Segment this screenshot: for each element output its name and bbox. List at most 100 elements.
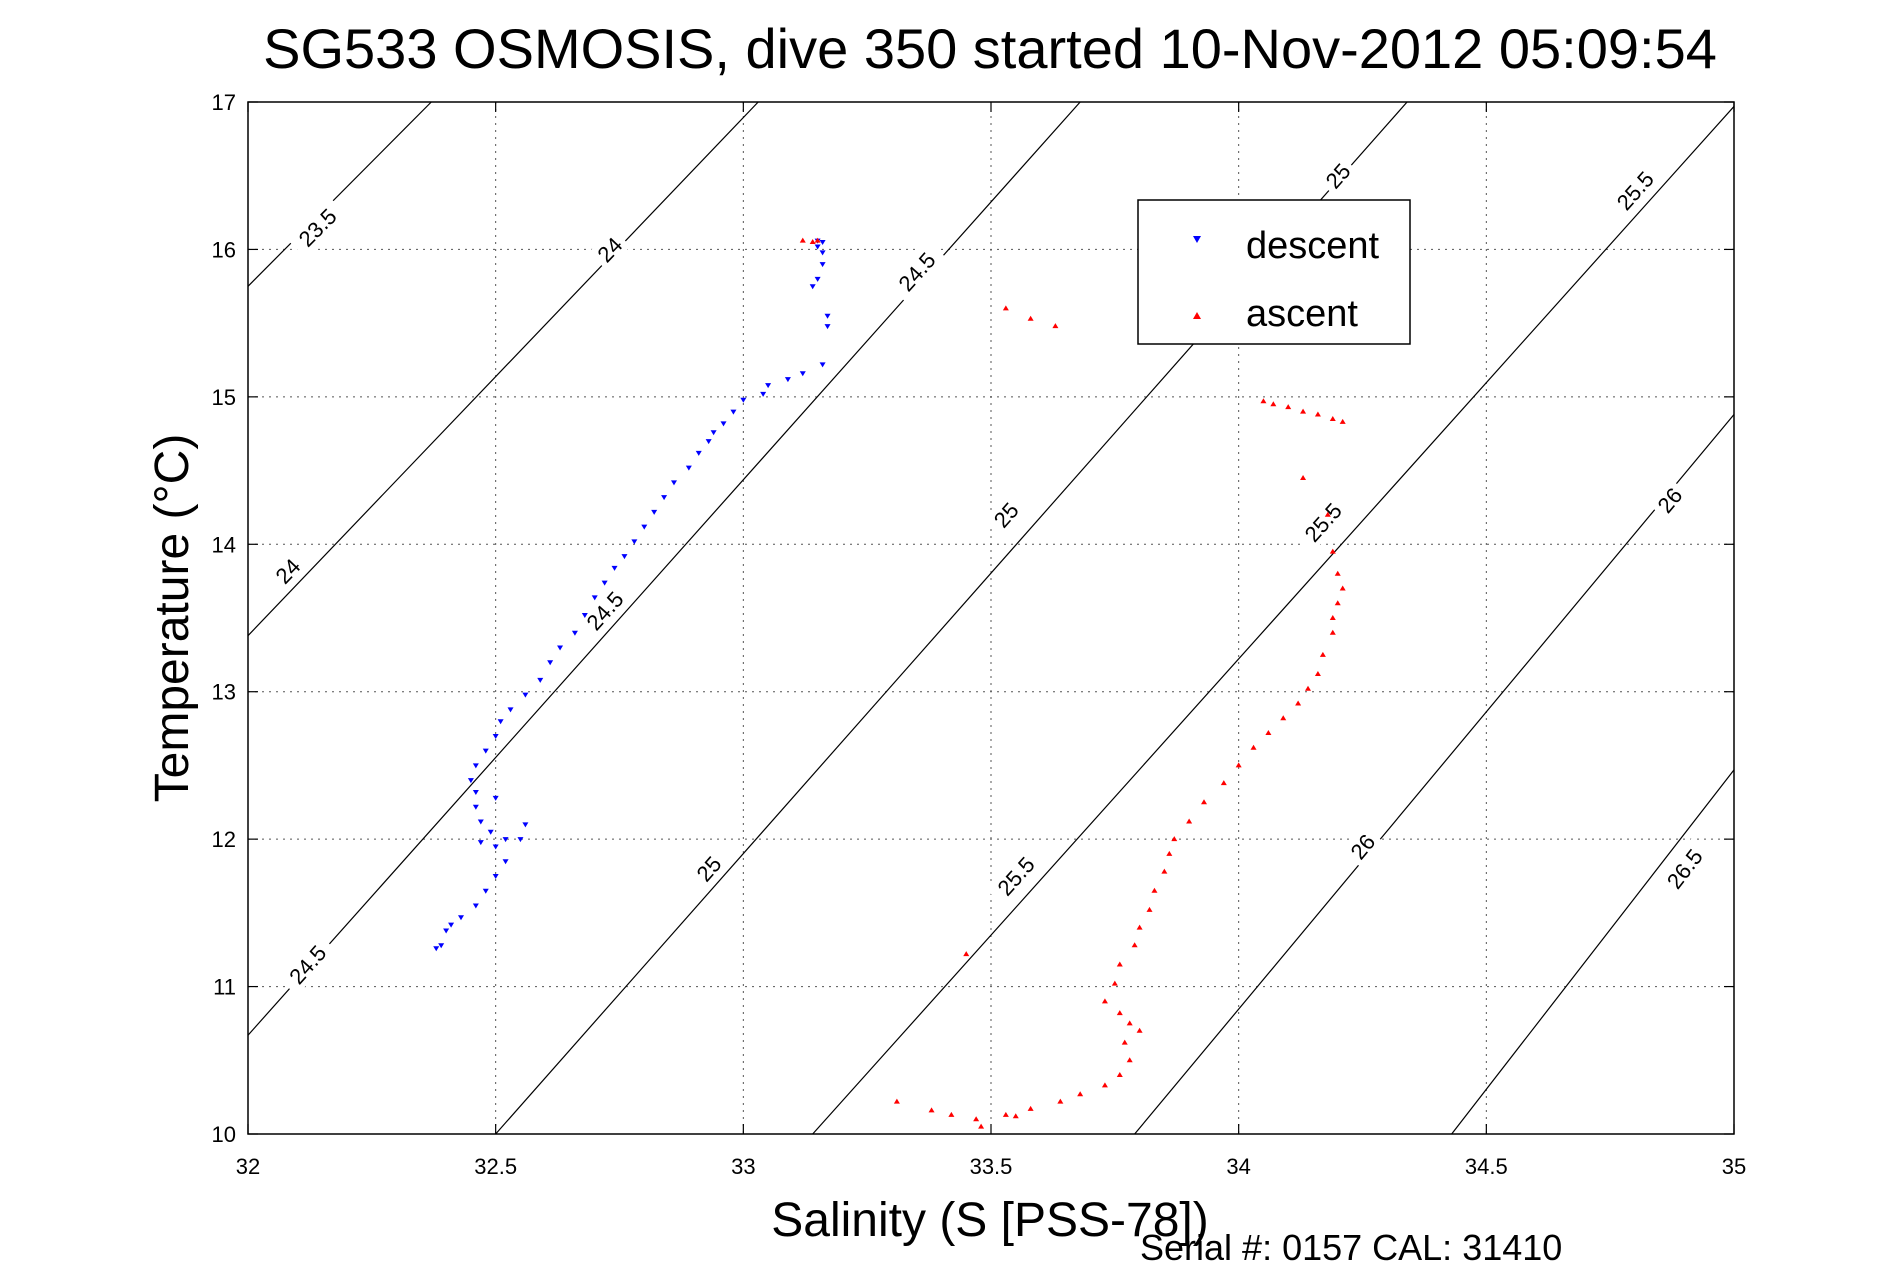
legend-marker-descent (1193, 236, 1201, 243)
ascent-point (1329, 548, 1336, 554)
ascent-point (809, 239, 816, 245)
descent-point (477, 840, 484, 846)
ascent-point (1324, 511, 1331, 517)
ascent-point (1166, 850, 1173, 856)
descent-point (695, 450, 702, 456)
descent-point (621, 554, 628, 560)
ascent-point (1200, 799, 1207, 805)
ascent-point (1300, 408, 1307, 414)
ascent-point (1334, 570, 1341, 576)
ascent-point (1027, 1105, 1034, 1111)
plot-area (248, 102, 1734, 1134)
ascent-point (1295, 700, 1302, 706)
ascent-point (1329, 615, 1336, 620)
contour-label-bg (1655, 836, 1714, 901)
ascent-point (1314, 671, 1321, 677)
ascent-point (1329, 629, 1336, 635)
serial-cal-footer: Serial #: 0157 CAL: 31410 (1140, 1227, 1562, 1262)
series-descent (433, 238, 831, 952)
descent-point (730, 409, 737, 415)
descent-point (685, 465, 692, 471)
ascent-point (1270, 401, 1277, 407)
x-axis-label: Salinity (S [PSS-78]) (771, 1194, 1208, 1247)
contour-label: 25.5 (1293, 491, 1353, 554)
ascent-point (1250, 744, 1257, 750)
descent-point (819, 240, 826, 246)
descent-point (571, 630, 578, 636)
contour-label-bg (986, 844, 1046, 908)
ascent-point (1136, 1027, 1143, 1033)
y-tick-label: 11 (213, 975, 236, 1000)
ascent-point (1101, 1082, 1108, 1088)
descent-point (492, 795, 499, 801)
x-tick-label: 34.5 (1465, 1154, 1508, 1179)
y-tick-label: 15 (212, 385, 236, 410)
descent-point (482, 888, 489, 894)
ascent-point (1280, 715, 1287, 721)
descent-point (809, 284, 816, 290)
descent-point (641, 524, 648, 530)
ascent-point (1121, 1039, 1128, 1045)
y-tick-label: 12 (212, 827, 236, 852)
descent-point (472, 903, 479, 909)
descent-point (497, 719, 504, 725)
ascent-point (1161, 868, 1168, 874)
chart-title: SG533 OSMOSIS, dive 350 started 10-Nov-2… (263, 17, 1717, 80)
descent-point (457, 915, 464, 921)
descent-point (433, 946, 440, 952)
ascent-point (1260, 398, 1267, 404)
ascent-point (1052, 323, 1059, 329)
density-contour-line (247, 101, 759, 637)
contour-label-bg (887, 240, 947, 303)
ascent-point (963, 951, 970, 957)
descent-point (631, 539, 638, 545)
descent-point (482, 748, 489, 754)
contour-label-bg (1648, 478, 1691, 522)
descent-point (705, 439, 712, 445)
ascent-point (1012, 1113, 1019, 1119)
descent-point (720, 421, 727, 427)
legend: descent ascent (1137, 199, 1411, 345)
descent-point (651, 509, 658, 515)
ascent-point (1334, 600, 1341, 606)
descent-point (581, 613, 588, 619)
y-axis-ticks: 10 11 12 13 14 15 16 17 (212, 90, 1734, 1147)
contour-label-bg (1316, 154, 1359, 198)
descent-point (517, 837, 524, 843)
ascent-point (1077, 1091, 1084, 1097)
descent-point (502, 837, 509, 843)
ascent-point (1057, 1098, 1064, 1104)
ascent-point (1116, 1010, 1123, 1016)
x-tick-label: 32.5 (474, 1154, 517, 1179)
ascent-point (1101, 998, 1108, 1004)
density-contour-line (1451, 769, 1735, 1135)
descent-point (601, 580, 608, 586)
ascent-point (973, 1116, 980, 1122)
contour-label: 24.5 (574, 579, 635, 642)
ascent-point (1319, 651, 1326, 657)
descent-point (448, 922, 455, 928)
contour-label-bg (574, 579, 635, 642)
legend-label-ascent: ascent (1246, 293, 1358, 335)
ascent-point (1116, 1072, 1123, 1078)
descent-point (507, 707, 514, 713)
ascent-point (1111, 980, 1118, 986)
y-tick-label: 14 (212, 532, 236, 557)
ascent-point (948, 1111, 955, 1117)
descent-point (557, 645, 564, 651)
x-tick-label: 32 (236, 1154, 260, 1179)
ascent-point (978, 1123, 985, 1129)
contour-label-bg (266, 549, 309, 593)
ascent-point (1002, 1111, 1009, 1117)
contour-label-bg (1293, 491, 1353, 554)
ascent-point (928, 1107, 935, 1113)
descent-point (819, 362, 826, 368)
descent-point (472, 763, 479, 769)
y-tick-label: 16 (212, 237, 236, 262)
descent-point (443, 928, 450, 934)
descent-point (824, 324, 831, 330)
descent-point (814, 244, 821, 250)
density-contour-line (247, 101, 432, 287)
descent-point (472, 789, 479, 795)
